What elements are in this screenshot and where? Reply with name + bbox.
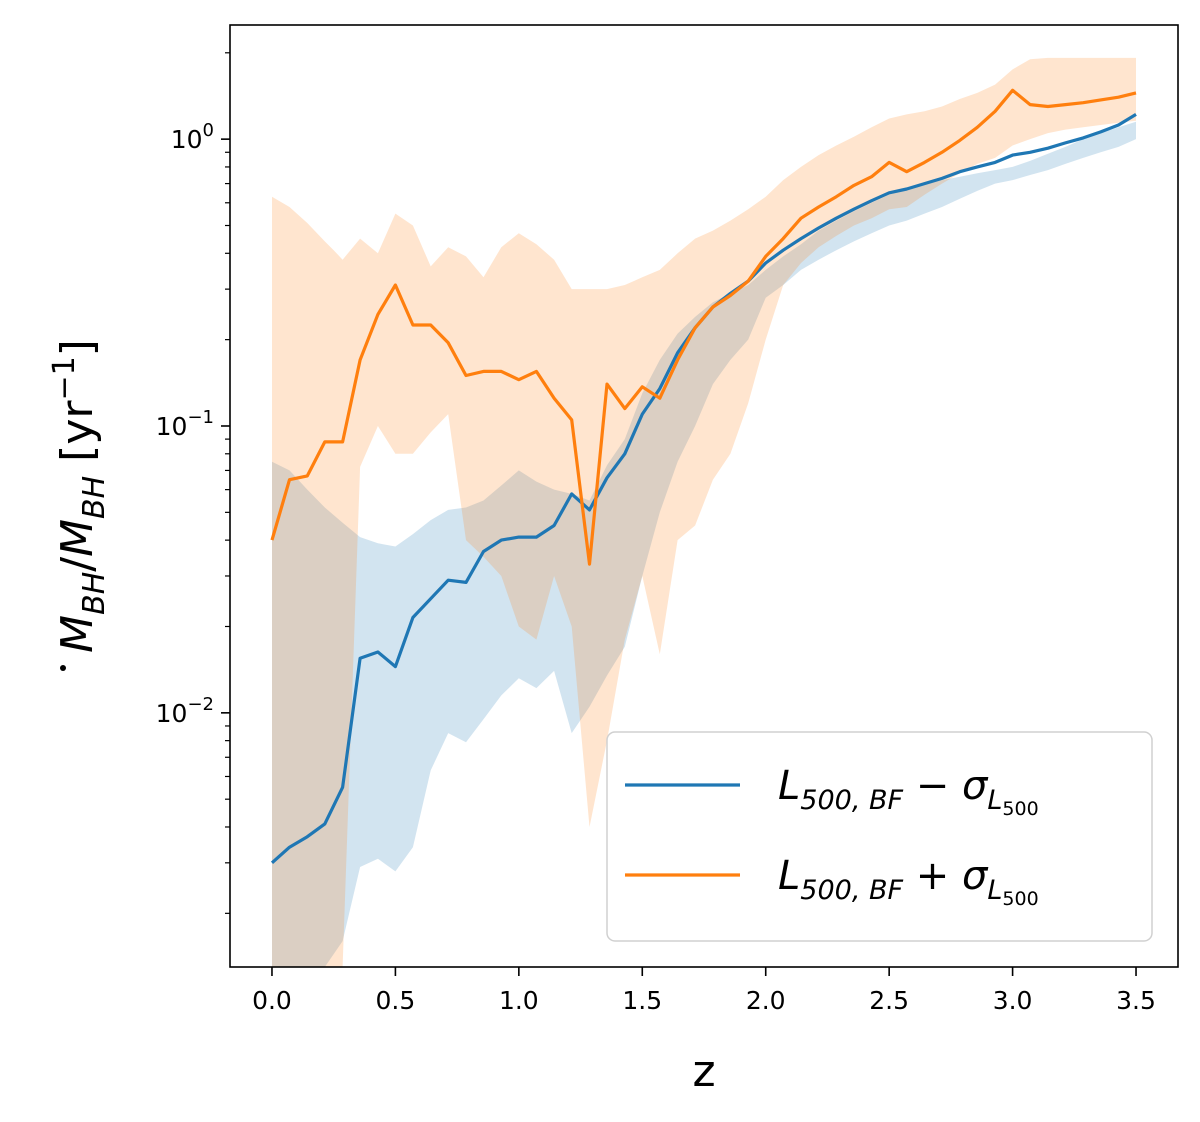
line-series-2 <box>270 88 1137 566</box>
x-tick-label: 3.5 <box>1116 986 1156 1015</box>
legend: L500, BF − σL500 L500, BF + σL500 <box>606 731 1153 942</box>
series-lines <box>270 88 1137 864</box>
y-tick-label: 10−1 <box>156 407 214 441</box>
y-axis-label: MBH/MBH [yr−1] <box>47 339 112 653</box>
y-tick-label: 10−2 <box>156 694 214 728</box>
plot-frame <box>229 24 1179 968</box>
band-series-1 <box>272 121 1136 967</box>
confidence-bands <box>272 57 1136 967</box>
x-tick-label: 3.0 <box>993 986 1033 1015</box>
y-axis-label-dot <box>60 665 66 671</box>
legend-label-2: L500, BF + σL500 <box>778 853 1039 910</box>
y-tick-label: 100 <box>171 120 214 154</box>
x-tick-label: 1.0 <box>499 986 539 1015</box>
x-axis-ticks: 0.0 0.5 1.0 1.5 2.0 2.5 3.0 3.5 <box>252 967 1156 1015</box>
x-tick-label: 2.0 <box>746 986 786 1015</box>
x-tick-label: 2.5 <box>869 986 909 1015</box>
x-tick-label: 0.0 <box>252 986 292 1015</box>
legend-box <box>606 731 1153 942</box>
x-tick-label: 1.5 <box>622 986 662 1015</box>
svg-text:MBH/MBH [yr−1]: MBH/MBH [yr−1] <box>47 339 112 653</box>
y-axis-ticks: 10−2 10−1 100 <box>156 52 230 914</box>
legend-label-1: L500, BF − σL500 <box>778 763 1039 820</box>
x-axis-label: z <box>692 1046 715 1097</box>
x-tick-label: 0.5 <box>376 986 416 1015</box>
band-series-2 <box>272 57 1136 967</box>
